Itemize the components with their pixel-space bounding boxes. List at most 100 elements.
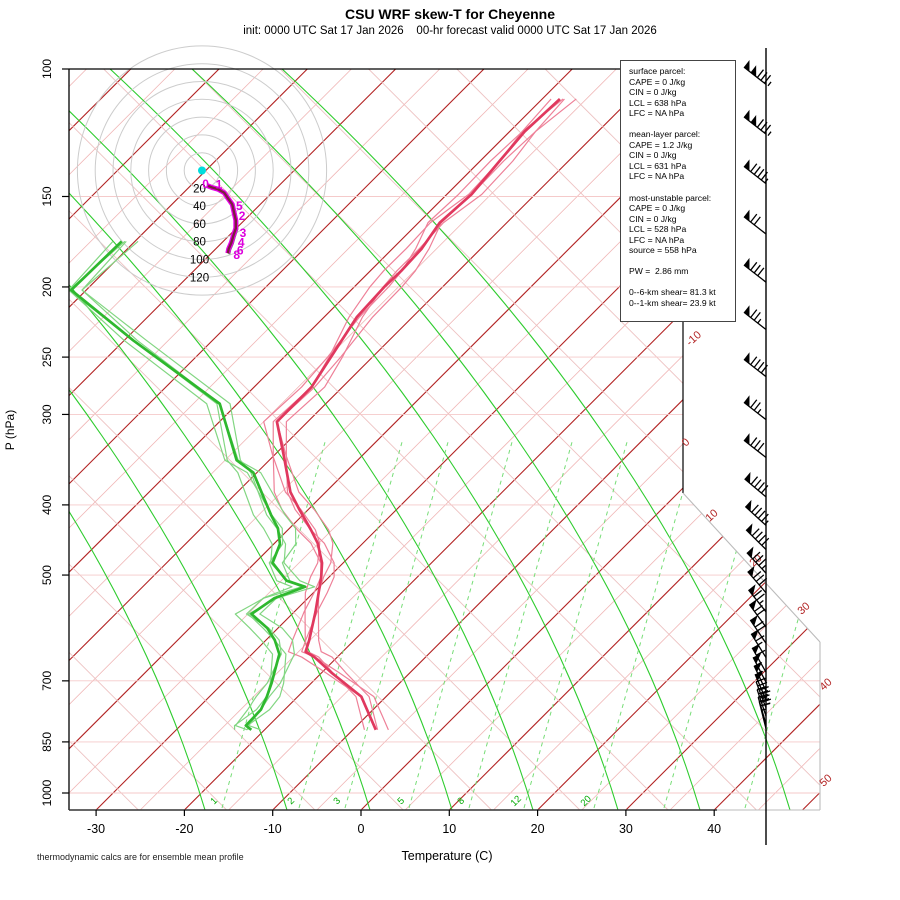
wind-barb [743, 159, 769, 185]
mixing-ratio-labels: 1 2 3 5 8 12 20 [208, 794, 593, 809]
parcel-info-line [629, 182, 733, 193]
parcel-info-line: PW = 2.86 mm [629, 266, 689, 277]
x-axis-title: Temperature (C) [401, 849, 493, 863]
y-axis: 100 150 200 250 300 400 500 700 850 1000 P (hPa) [3, 59, 69, 806]
hodograph-height-label: 5 [236, 199, 243, 213]
wind-barb [743, 433, 767, 458]
hodograph-height-label: 8 [233, 248, 240, 262]
parcel-info-line [629, 119, 733, 130]
dewpoint-profile [69, 240, 316, 731]
wind-barb [745, 523, 770, 550]
wind-barb [743, 352, 768, 378]
y-tick-label: 300 [40, 404, 54, 424]
hodograph-ring-label: 80 [193, 237, 206, 249]
mixing-ratio-label: 5 [395, 795, 407, 807]
wind-barb [758, 698, 771, 729]
y-tick-label: 850 [40, 732, 54, 752]
temperature-profile [263, 97, 577, 731]
hodograph-origin-dot [198, 166, 206, 175]
wind-barb [743, 305, 767, 331]
y-tick-label: 700 [40, 671, 54, 691]
y-axis-title: P (hPa) [3, 410, 17, 450]
y-tick-label: 1000 [40, 779, 54, 806]
parcel-info-box: surface parcel: CAPE = 0 J/kg CIN = 0 J/kg… [620, 60, 736, 322]
wind-barb [743, 395, 767, 421]
x-tick-label: -30 [87, 822, 105, 836]
x-tick-label: 20 [531, 822, 545, 836]
parcel-info-line: LCL = 638 hPa [629, 97, 687, 108]
wind-barb [751, 643, 767, 673]
isotherm-edge-label: 10 [703, 507, 720, 524]
hodograph-trace-core [206, 184, 238, 254]
wind-barb [744, 499, 769, 526]
x-tick-label: -10 [264, 822, 282, 836]
hodograph-height-label: 2 [239, 209, 246, 223]
y-tick-label: 250 [40, 347, 54, 367]
wind-barb [746, 546, 767, 574]
isotherm-edge-label: -10 [684, 329, 704, 349]
x-tick-label: 40 [707, 822, 721, 836]
parcel-info-line: LCL = 528 hPa [629, 224, 687, 235]
parcel-info-line [629, 256, 733, 267]
y-tick-label: 500 [40, 565, 54, 585]
parcel-info-line: CAPE = 0 J/kg [629, 203, 686, 214]
x-tick-label: 30 [619, 822, 633, 836]
parcel-info-line: surface parcel: [629, 66, 686, 76]
hodograph-ring-label: 40 [193, 201, 206, 213]
parcel-info-line: CIN = 0 J/kg [629, 87, 677, 98]
chart-subtitle: init: 0000 UTC Sat 17 Jan 2026 00-hr for… [243, 25, 657, 37]
wind-barb [756, 685, 772, 717]
isotherm-edge-label: 0 [680, 436, 693, 449]
mixing-ratio-label: 8 [455, 795, 467, 807]
hodograph-ring-label: 60 [193, 219, 206, 231]
mixing-ratio-label: 3 [331, 795, 343, 807]
wind-barb [743, 60, 772, 87]
parcel-info-line: CAPE = 0 J/kg [629, 76, 686, 87]
parcel-info-line: mean-layer parcel: [629, 129, 701, 140]
wind-barb [755, 677, 771, 709]
wind-barb [743, 109, 772, 137]
wind-barb [744, 471, 769, 498]
wind-barbs [743, 48, 772, 845]
x-axis: -30 -20 -10 0 10 20 30 40 [87, 810, 721, 836]
mixing-ratio-label: 2 [285, 795, 297, 807]
wind-barb [749, 614, 767, 644]
mixing-ratio-label: 1 [208, 795, 220, 807]
footer-note: thermodynamic calcs are for ensemble mea… [37, 852, 244, 862]
chart-title: CSU WRF skew-T for Cheyenne [344, 6, 556, 22]
x-tick-label: 10 [442, 822, 456, 836]
parcel-info-line: source = 558 hPa [629, 245, 697, 256]
parcel-info-line: LFC = NA hPa [629, 171, 685, 182]
parcel-info-line: CIN = 0 J/kg [629, 150, 677, 161]
x-tick-label: 0 [358, 822, 365, 836]
parcel-info-line: LFC = NA hPa [629, 108, 685, 119]
hodograph-ring-label: 120 [190, 272, 209, 284]
parcel-info-line: CAPE = 1.2 J/kg [629, 139, 693, 150]
parcel-info-line: 0--1-km shear= 23.9 kt [629, 298, 716, 309]
wind-barb [743, 209, 767, 235]
wind-barb [747, 565, 768, 594]
wind-barb [743, 257, 767, 283]
hodograph-height-label: 4 [238, 236, 245, 250]
wind-barb [748, 584, 767, 613]
y-tick-label: 150 [40, 186, 54, 206]
hodograph-ring-label: 100 [190, 255, 209, 267]
isotherm-edge-label: 30 [795, 600, 812, 617]
parcel-info-line: 0--6-km shear= 81.3 kt [629, 287, 716, 298]
y-tick-label: 200 [40, 277, 54, 297]
y-tick-label: 100 [40, 59, 54, 79]
parcel-info-line: CIN = 0 J/kg [629, 213, 677, 224]
hodograph-ring-label: 20 [193, 183, 206, 195]
parcel-info-line: most-unstable parcel: [629, 192, 712, 203]
hodograph-height-label: 3 [240, 226, 247, 240]
hodograph-height-label: 0 [202, 177, 209, 191]
x-tick-label: -20 [175, 822, 193, 836]
parcel-info-line: LCL = 631 hPa [629, 160, 687, 171]
parcel-info-line [629, 277, 733, 288]
mixing-ratio-label: 20 [579, 794, 594, 809]
mixing-ratio-label: 12 [509, 794, 524, 809]
